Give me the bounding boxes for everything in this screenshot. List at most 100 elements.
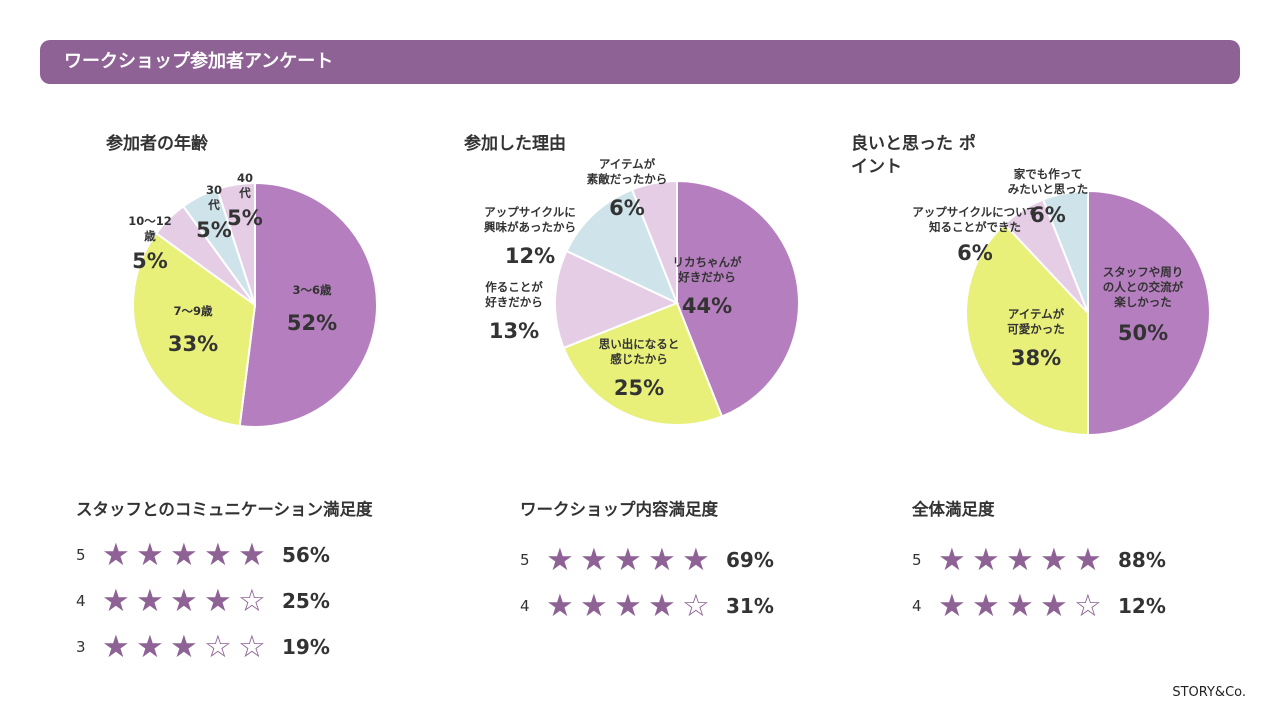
rating-percent: 19% [282, 635, 330, 659]
slice-label-group: 7〜9歳 33% [168, 304, 218, 356]
rating-row: 5 ★ ★ ★ ★ ★ 69% [520, 542, 774, 578]
pie-slice [216, 181, 256, 306]
slice-label: アイテムが [599, 157, 656, 171]
workshop-content-rating-title: ワークショップ内容満足度 [520, 500, 718, 519]
filled-star-icon: ★ [938, 588, 966, 624]
empty-star-icon: ☆ [238, 583, 266, 619]
filled-star-icon: ★ [170, 583, 198, 619]
slice-label-group: 40代 5% [227, 171, 263, 230]
rating-row: 4 ★ ★ ★ ★ ☆ 12% [912, 588, 1166, 624]
filled-star-icon: ★ [102, 537, 130, 573]
slice-label: アイテムが [1008, 307, 1065, 321]
rating-level: 5 [76, 546, 86, 564]
slice-label-group: 30代 5% [196, 183, 232, 242]
slice-percent: 38% [1011, 346, 1061, 370]
filled-star-icon: ★ [102, 629, 130, 665]
slice-label: リカちゃんが [673, 255, 742, 269]
slice-label: アップサイクルに [484, 205, 575, 219]
slice-label: の人との交流が [1103, 280, 1184, 294]
filled-star-icon: ★ [1006, 588, 1034, 624]
filled-star-icon: ★ [580, 588, 608, 624]
slice-label-group: 10〜12歳 5% [128, 214, 172, 273]
filled-star-icon: ★ [546, 588, 574, 624]
pie-slice [132, 231, 257, 428]
filled-star-icon: ★ [102, 583, 130, 619]
slice-label: 7〜9歳 [173, 304, 213, 318]
pie-slice [965, 222, 1089, 437]
filled-star-icon: ★ [648, 588, 676, 624]
rating-percent: 31% [726, 594, 774, 618]
slice-label: 歳 [144, 229, 156, 243]
rating-row: 4 ★ ★ ★ ★ ☆ 31% [520, 588, 774, 624]
filled-star-icon: ★ [204, 583, 232, 619]
filled-star-icon: ★ [136, 629, 164, 665]
slice-label: 素敵だったから [587, 172, 668, 186]
rating-level: 4 [912, 597, 922, 615]
star-rating: ★ ★ ★ ☆ ☆ [102, 629, 282, 665]
star-rating: ★ ★ ★ ★ ☆ [938, 588, 1118, 624]
good-points-chart-title: 良いと思った ポイント [851, 134, 976, 177]
empty-star-icon: ☆ [204, 629, 232, 665]
slice-label: 感じたから [610, 352, 668, 366]
slice-percent: 25% [614, 376, 664, 400]
filled-star-icon: ★ [614, 542, 642, 578]
rating-percent: 69% [726, 548, 774, 572]
star-rating: ★ ★ ★ ★ ★ [938, 542, 1118, 578]
rating-level: 4 [76, 592, 86, 610]
slice-label: 好きだから [677, 270, 736, 284]
slice-label-group: 3〜6歳 52% [287, 283, 337, 335]
rating-percent: 88% [1118, 548, 1166, 572]
rating-percent: 25% [282, 589, 330, 613]
slice-label: 可愛かった [1007, 322, 1065, 336]
filled-star-icon: ★ [614, 588, 642, 624]
filled-star-icon: ★ [1040, 588, 1068, 624]
rating-level: 5 [912, 551, 922, 569]
filled-star-icon: ★ [546, 542, 574, 578]
slice-label: 知ることができた [928, 220, 1021, 234]
slice-label: 家でも作って [1014, 167, 1082, 181]
filled-star-icon: ★ [1006, 542, 1034, 578]
empty-star-icon: ☆ [682, 588, 710, 624]
slice-label: 10〜12 [128, 214, 172, 228]
slice-percent: 5% [132, 249, 168, 273]
slice-label: 楽しかった [1113, 295, 1172, 309]
slice-percent: 5% [227, 206, 263, 230]
staff-communication-rating-title: スタッフとのコミュニケーション満足度 [76, 500, 373, 519]
filled-star-icon: ★ [170, 537, 198, 573]
rating-level: 3 [76, 638, 86, 656]
slice-percent: 52% [287, 311, 337, 335]
slice-percent: 6% [609, 196, 645, 220]
filled-star-icon: ★ [136, 583, 164, 619]
rating-row: 4 ★ ★ ★ ★ ☆ 25% [76, 583, 330, 619]
rating-level: 4 [520, 597, 530, 615]
filled-star-icon: ★ [648, 542, 676, 578]
slice-label: 代 [238, 186, 251, 200]
filled-star-icon: ★ [972, 588, 1000, 624]
slice-label: 好きだから [484, 295, 543, 309]
filled-star-icon: ★ [1040, 542, 1068, 578]
slice-label: 代 [207, 198, 220, 212]
filled-star-icon: ★ [972, 542, 1000, 578]
slice-percent: 33% [168, 332, 218, 356]
filled-star-icon: ★ [682, 542, 710, 578]
pie-slice [1041, 189, 1089, 314]
filled-star-icon: ★ [580, 542, 608, 578]
rating-percent: 56% [282, 543, 330, 567]
pie-slice [630, 179, 678, 304]
slice-label: スタッフや周り [1103, 265, 1184, 279]
rating-level: 5 [520, 551, 530, 569]
pie-slice [565, 188, 679, 305]
slice-label: 3〜6歳 [292, 283, 332, 297]
reason-pie-chart: リカちゃんが好きだから44%思い出になると感じたから25%作ることが好きだから1… [484, 157, 800, 426]
slice-label: 興味があったから [484, 220, 576, 234]
empty-star-icon: ☆ [1074, 588, 1102, 624]
overall-rating-title: 全体満足度 [912, 500, 995, 519]
slice-label: 思い出になると [599, 337, 680, 351]
star-rating: ★ ★ ★ ★ ★ [102, 537, 282, 573]
